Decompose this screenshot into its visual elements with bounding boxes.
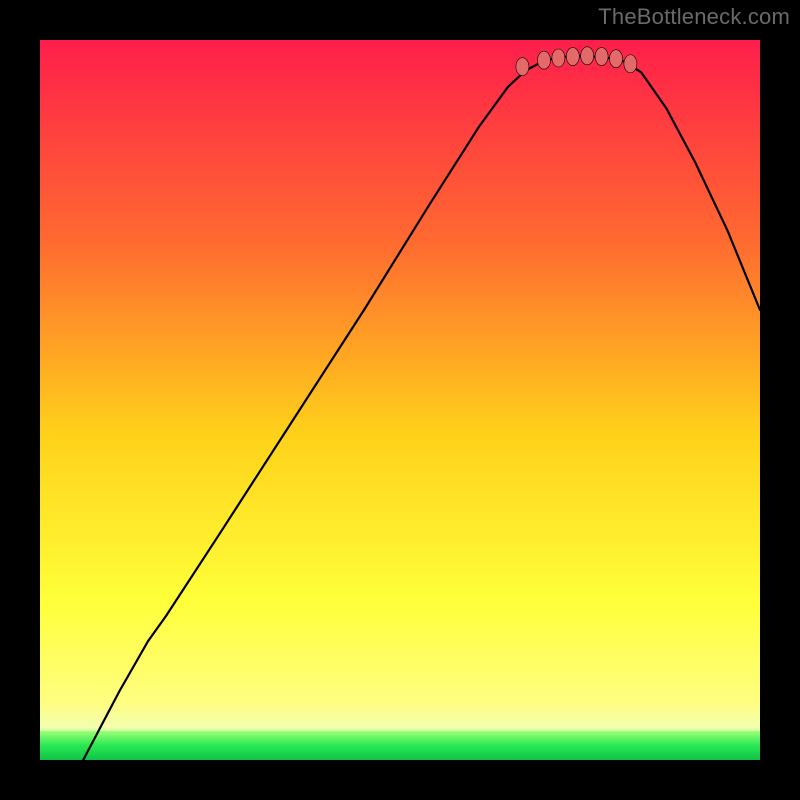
marker-dot	[581, 47, 594, 65]
marker-dot	[624, 55, 637, 73]
watermark-text: TheBottleneck.com	[598, 4, 790, 30]
marker-dot	[595, 48, 608, 66]
marker-dot	[516, 58, 529, 76]
marker-dot	[566, 48, 579, 66]
bottleneck-curve	[83, 56, 760, 760]
curve-svg	[40, 40, 760, 760]
marker-dot	[610, 50, 623, 68]
frame: TheBottleneck.com	[0, 0, 800, 800]
marker-group	[516, 47, 637, 76]
marker-dot	[538, 51, 551, 69]
marker-dot	[552, 49, 565, 67]
plot-area	[40, 40, 760, 760]
